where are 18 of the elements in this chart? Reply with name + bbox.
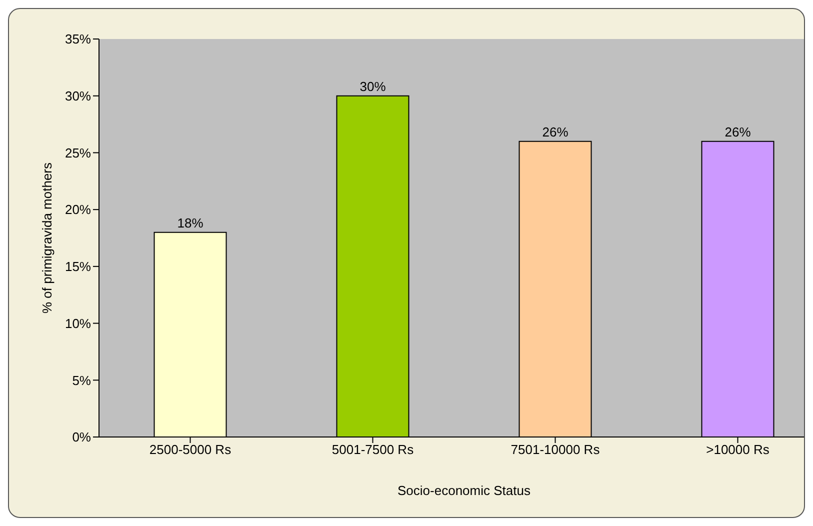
data-label: 26% (542, 124, 569, 140)
y-tick-label: 15% (64, 259, 92, 274)
x-tick-label: 2500-5000 Rs (149, 442, 232, 458)
y-tick-label: 20% (64, 202, 92, 218)
y-tick-label: 0% (72, 430, 92, 445)
y-tick-label: 5% (72, 372, 92, 388)
data-label: 30% (360, 78, 386, 94)
x-tick-label: >10000 Rs (706, 442, 770, 458)
y-tick-label: 30% (64, 88, 92, 104)
y-tick-label: 25% (64, 145, 92, 160)
y-tick-label: 10% (64, 316, 92, 331)
x-axis-title: Socio-economic Status (398, 483, 531, 498)
y-tick-label: 35% (64, 32, 92, 47)
x-tick-label: 5001-7500 Rs (332, 442, 414, 458)
data-label: 18% (177, 215, 204, 230)
x-tick-label: 7501-10000 Rs (510, 442, 600, 458)
y-axis-title: % of primigravida mothers (40, 162, 55, 314)
data-label: 26% (724, 124, 752, 140)
